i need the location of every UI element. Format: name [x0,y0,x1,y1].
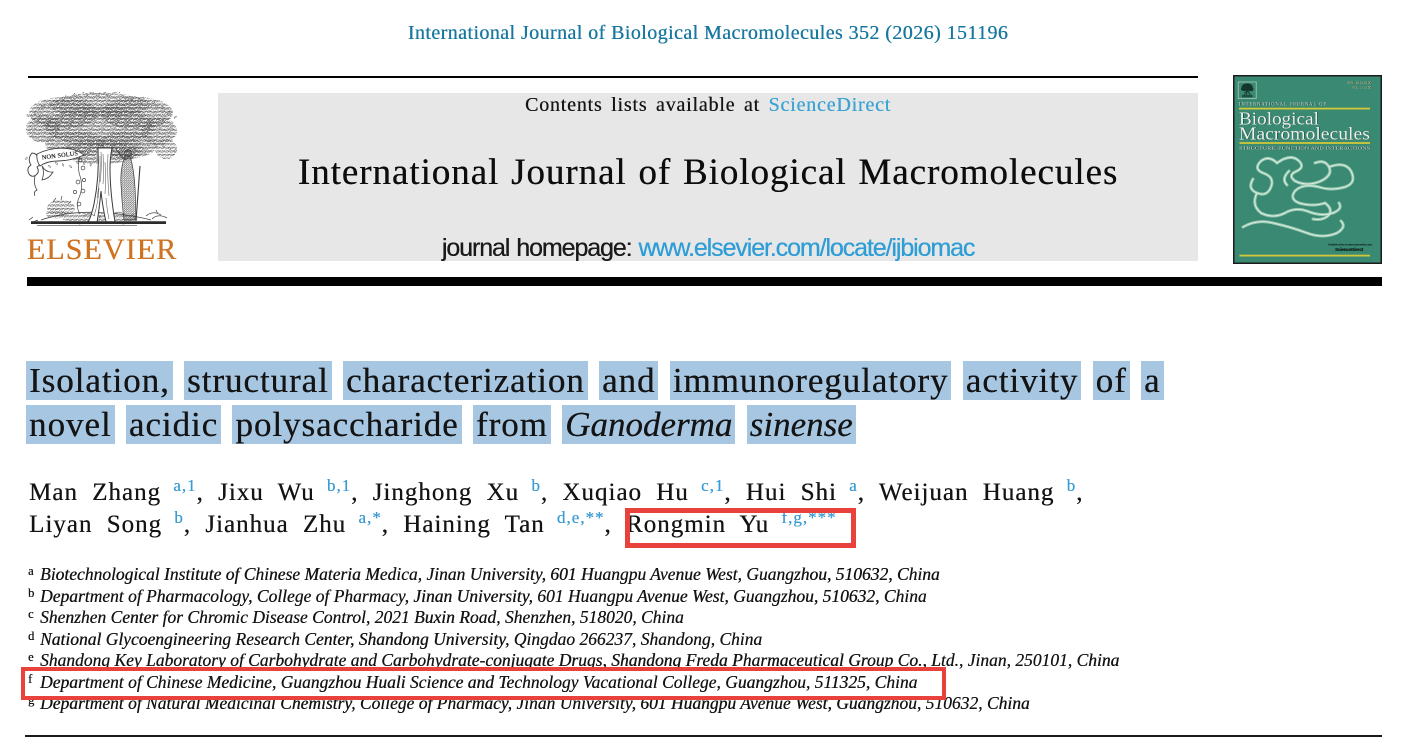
svg-text:Macromolecules: Macromolecules [1239,124,1370,144]
svg-text:ISSN 1543-8130: ISSN 1543-8130 [1347,81,1372,85]
svg-text:NON SOLUS: NON SOLUS [41,150,78,161]
svg-text:Available online at www.scienc: Available online at www.sciencedirect.co… [1328,243,1373,247]
svg-text:Biological: Biological [1239,108,1319,128]
svg-text:ScienceDirect: ScienceDirect [1335,247,1363,253]
svg-text:VOL. 1-1,150: VOL. 1-1,150 [1352,85,1372,89]
svg-text:INTERNATIONAL JOURNAL OF: INTERNATIONAL JOURNAL OF [1239,102,1327,107]
svg-text:STRUCTURE, FUNCTION AND INTERA: STRUCTURE, FUNCTION AND INTERACTIONS [1239,146,1371,152]
